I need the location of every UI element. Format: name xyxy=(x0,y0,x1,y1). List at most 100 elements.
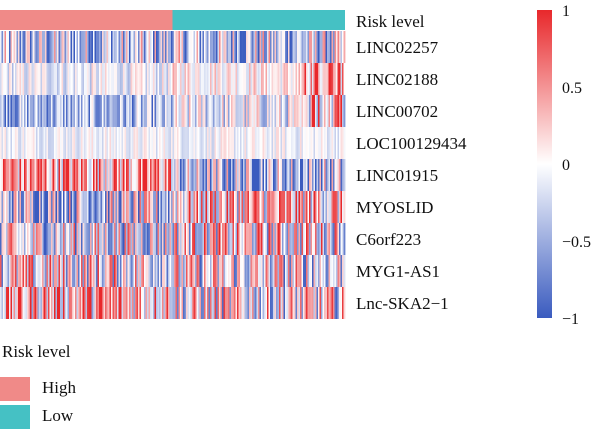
heatmap-cell xyxy=(273,95,275,127)
heatmap-cell xyxy=(238,191,241,223)
heatmap-cell xyxy=(252,223,254,255)
heatmap-cell xyxy=(261,95,263,127)
heatmap-cell xyxy=(66,255,68,287)
heatmap-cell xyxy=(112,287,115,319)
heatmap-cell xyxy=(186,159,188,191)
heatmap-cell xyxy=(184,287,187,319)
heatmap-cell xyxy=(274,287,277,319)
heatmap-cell xyxy=(171,95,173,127)
heatmap-cell xyxy=(330,159,332,191)
heatmap-cell xyxy=(232,127,235,159)
heatmap-cell xyxy=(129,223,131,255)
heatmap-cell xyxy=(156,191,158,223)
heatmap-cell xyxy=(13,31,16,63)
heatmap-cell xyxy=(126,95,128,127)
heatmap-cell xyxy=(331,31,334,63)
heatmap-cell xyxy=(16,191,19,223)
heatmap-cell xyxy=(151,159,154,191)
heatmap-cell xyxy=(142,255,145,287)
heatmap-cell xyxy=(171,63,173,95)
heatmap-cell xyxy=(186,31,188,63)
heatmap-cell xyxy=(15,159,17,191)
heatmap-cell xyxy=(79,95,82,127)
heatmap-cell xyxy=(69,31,71,63)
heatmap-cell xyxy=(135,223,137,255)
heatmap-cell xyxy=(192,63,194,95)
heatmap-cell xyxy=(129,191,131,223)
heatmap-cell xyxy=(181,159,184,191)
heatmap-cell xyxy=(262,223,265,255)
heatmap-cell xyxy=(82,95,85,127)
heatmap-cell xyxy=(100,31,103,63)
heatmap-cell xyxy=(222,127,224,159)
heatmap-cell xyxy=(177,287,179,319)
heatmap-cell xyxy=(304,223,307,255)
heatmap-cell xyxy=(183,63,185,95)
heatmap-cell xyxy=(222,159,224,191)
heatmap-cell xyxy=(240,63,242,95)
heatmap-cell xyxy=(4,191,7,223)
heatmap-cell xyxy=(181,63,184,95)
heatmap-cell xyxy=(1,287,4,319)
heatmap-cell xyxy=(328,127,331,159)
heatmap-cell xyxy=(228,255,230,287)
heatmap-cell xyxy=(216,95,218,127)
heatmap-cell xyxy=(123,159,125,191)
heatmap-cell xyxy=(279,127,281,159)
heatmap-cell xyxy=(156,255,158,287)
heatmap-cell xyxy=(162,63,164,95)
heatmap-cell xyxy=(25,127,28,159)
heatmap-cell xyxy=(298,255,301,287)
heatmap-cell xyxy=(331,95,334,127)
heatmap-cell xyxy=(81,31,83,63)
heatmap-cell xyxy=(330,223,332,255)
heatmap-cell xyxy=(231,127,233,159)
heatmap-cell xyxy=(37,31,40,63)
heatmap-cell xyxy=(157,63,160,95)
heatmap-cell xyxy=(168,95,170,127)
heatmap-cell xyxy=(78,31,80,63)
heatmap-cell xyxy=(301,191,304,223)
heatmap-cell xyxy=(114,255,116,287)
heatmap-cell xyxy=(223,127,226,159)
heatmap-cell xyxy=(288,255,290,287)
heatmap-cell xyxy=(130,287,133,319)
heatmap-cell xyxy=(246,191,248,223)
heatmap-cell xyxy=(105,223,107,255)
heatmap-cell xyxy=(240,255,242,287)
heatmap-cell xyxy=(205,191,208,223)
heatmap-cell xyxy=(4,95,7,127)
heatmap-cell xyxy=(172,95,175,127)
heatmap-cell xyxy=(202,127,205,159)
heatmap-cell xyxy=(31,127,34,159)
heatmap-cell xyxy=(274,191,277,223)
heatmap-cell xyxy=(235,63,238,95)
heatmap-cell xyxy=(75,127,77,159)
heatmap-cell xyxy=(75,191,77,223)
row-label: C6orf223 xyxy=(356,230,421,249)
heatmap-cell xyxy=(148,127,151,159)
heatmap-cell xyxy=(97,223,100,255)
heatmap-cell xyxy=(186,191,188,223)
heatmap-cell xyxy=(157,223,160,255)
heatmap-cell xyxy=(99,31,101,63)
heatmap-cell xyxy=(267,191,269,223)
heatmap-cell xyxy=(213,31,215,63)
heatmap-cell xyxy=(121,191,124,223)
heatmap-cell xyxy=(315,63,317,95)
heatmap-cell xyxy=(181,31,184,63)
heatmap-cell xyxy=(72,287,74,319)
heatmap-cell xyxy=(318,223,320,255)
heatmap-cell xyxy=(250,255,253,287)
heatmap-cell xyxy=(99,63,101,95)
heatmap-cell xyxy=(328,191,331,223)
heatmap-cell xyxy=(289,159,292,191)
heatmap-cell xyxy=(292,31,295,63)
heatmap-cell xyxy=(151,31,154,63)
heatmap-cell xyxy=(15,223,17,255)
heatmap-cell xyxy=(27,191,29,223)
heatmap-cell xyxy=(31,159,34,191)
heatmap-cell xyxy=(63,159,65,191)
heatmap-cell xyxy=(76,287,79,319)
heatmap-cell xyxy=(267,255,269,287)
